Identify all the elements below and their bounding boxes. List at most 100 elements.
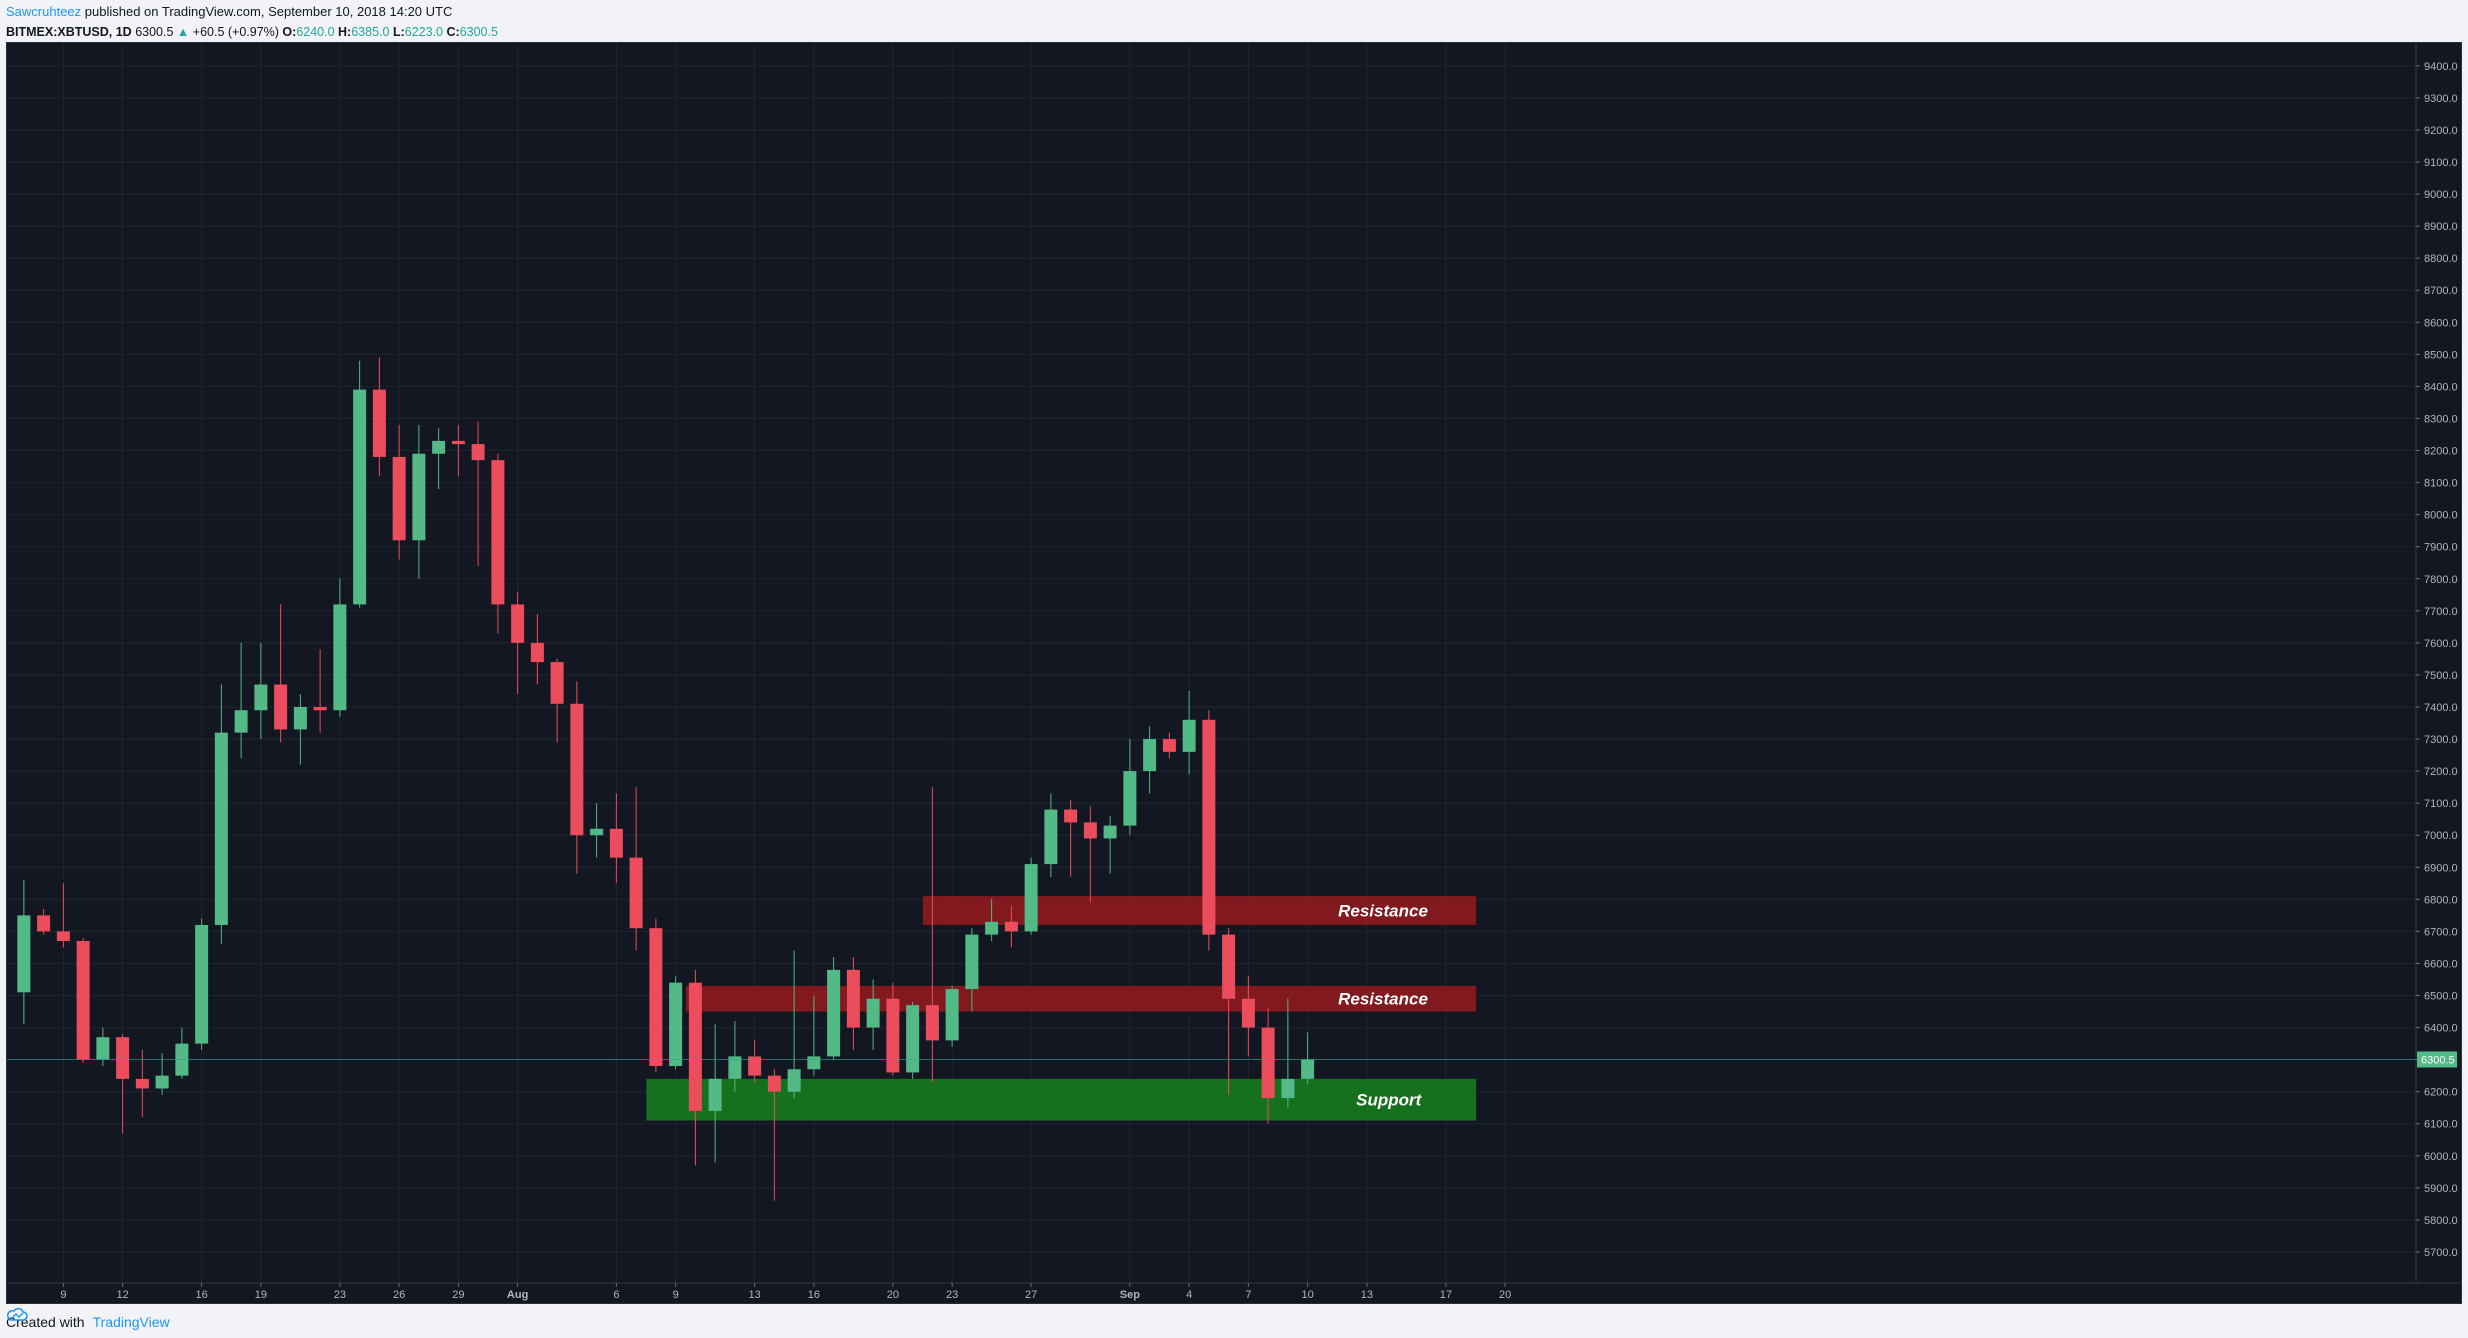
candle-body[interactable] <box>96 1037 110 1060</box>
time-tick-label: 29 <box>452 1289 464 1301</box>
candle-body[interactable] <box>155 1075 169 1089</box>
candle-body[interactable] <box>37 915 51 932</box>
candle-body[interactable] <box>1182 719 1196 752</box>
candle-body[interactable] <box>412 453 426 541</box>
candle-body[interactable] <box>669 982 683 1067</box>
candle-body[interactable] <box>353 389 367 605</box>
candle-body[interactable] <box>1143 739 1157 772</box>
time-tick-label: 23 <box>334 1289 346 1301</box>
price-tick-label: 8300.0 <box>2424 413 2458 425</box>
price-tick-label: 8400.0 <box>2424 381 2458 393</box>
candle-body[interactable] <box>1222 934 1236 999</box>
time-tick-label: 10 <box>1302 1289 1314 1301</box>
high-label: H: <box>338 25 352 39</box>
candle-body[interactable] <box>392 456 406 541</box>
candle-body[interactable] <box>432 440 446 454</box>
candle-body[interactable] <box>609 828 623 858</box>
price-tick-label: 5800.0 <box>2424 1215 2458 1227</box>
price-tick-label: 8900.0 <box>2424 221 2458 233</box>
close-label: C: <box>446 25 460 39</box>
candle-body[interactable] <box>56 931 70 942</box>
tradingview-link[interactable]: TradingView <box>7 1308 170 1336</box>
candle-body[interactable] <box>1044 809 1058 865</box>
candle-body[interactable] <box>372 389 386 457</box>
chart-panel[interactable]: Resistance Resistance Support 5700.0 5800.0 5… <box>6 42 2462 1304</box>
candle-body[interactable] <box>254 684 268 711</box>
candle-body[interactable] <box>550 662 564 704</box>
candle-body[interactable] <box>1281 1078 1295 1099</box>
price-tick-label: 7800.0 <box>2424 574 2458 586</box>
candle-body[interactable] <box>846 969 860 1028</box>
price-axis[interactable] <box>2416 43 2461 1283</box>
symbol-label: BITMEX:XBTUSD, 1D <box>6 25 132 39</box>
candle-body[interactable] <box>767 1075 781 1092</box>
price-tick-label: 7300.0 <box>2424 734 2458 746</box>
candle-body[interactable] <box>135 1078 149 1089</box>
candle-body[interactable] <box>1004 921 1018 932</box>
candle-body[interactable] <box>530 642 544 663</box>
candle-body[interactable] <box>570 703 584 836</box>
candle-body[interactable] <box>886 998 900 1073</box>
time-tick-label: 23 <box>946 1289 958 1301</box>
candle-body[interactable] <box>313 706 327 711</box>
candlestick-chart[interactable]: Resistance Resistance Support 5700.0 5800.0 5… <box>7 43 2461 1303</box>
candle-body[interactable] <box>1083 822 1097 839</box>
candle-body[interactable] <box>1261 1027 1275 1099</box>
candle-body[interactable] <box>491 460 505 605</box>
publish-line: Sawcruhteez published on TradingView.com… <box>6 2 498 22</box>
candle-body[interactable] <box>748 1056 762 1076</box>
candle-body[interactable] <box>807 1056 821 1070</box>
candle-body[interactable] <box>925 1005 939 1041</box>
time-tick-label: 13 <box>1361 1289 1373 1301</box>
price-tick-label: 7400.0 <box>2424 702 2458 714</box>
candle-body[interactable] <box>708 1078 722 1111</box>
candle-body[interactable] <box>1301 1059 1315 1079</box>
candle-body[interactable] <box>590 828 604 836</box>
candle-body[interactable] <box>214 732 228 925</box>
candle-body[interactable] <box>906 1005 920 1073</box>
candle-body[interactable] <box>1162 739 1176 752</box>
candle-body[interactable] <box>1241 998 1255 1028</box>
price-tick-label: 9400.0 <box>2424 61 2458 73</box>
candle-body[interactable] <box>1024 864 1038 932</box>
price-tick-label: 6700.0 <box>2424 926 2458 938</box>
candle-body[interactable] <box>985 921 999 935</box>
candle-body[interactable] <box>76 941 90 1060</box>
candle-body[interactable] <box>1123 771 1137 826</box>
candle-body[interactable] <box>629 857 643 929</box>
candle-body[interactable] <box>866 998 880 1028</box>
price-tick-label: 7500.0 <box>2424 670 2458 682</box>
candle-body[interactable] <box>116 1037 130 1079</box>
price-tick-label: 8800.0 <box>2424 253 2458 265</box>
candle-body[interactable] <box>965 934 979 990</box>
candle-body[interactable] <box>1064 809 1078 823</box>
candle-body[interactable] <box>787 1069 801 1092</box>
author-link[interactable]: Sawcruhteez <box>6 4 82 19</box>
candle-body[interactable] <box>511 604 525 643</box>
candle-body[interactable] <box>649 928 663 1067</box>
candle-body[interactable] <box>1202 719 1216 935</box>
candle-body[interactable] <box>945 989 959 1041</box>
candle-body[interactable] <box>827 969 841 1057</box>
resistance-zone-label: Resistance <box>1338 902 1428 921</box>
resistance-zone[interactable] <box>922 896 1477 925</box>
candle-body[interactable] <box>728 1056 742 1079</box>
candle-body[interactable] <box>471 444 485 461</box>
candle-body[interactable] <box>293 706 307 730</box>
time-tick-label: 19 <box>255 1289 267 1301</box>
candle-body[interactable] <box>688 982 702 1111</box>
price-tick-label: 8500.0 <box>2424 349 2458 361</box>
support-zone[interactable] <box>646 1078 1477 1121</box>
price-tick-label: 7000.0 <box>2424 830 2458 842</box>
candle-body[interactable] <box>195 924 209 1044</box>
candle-body[interactable] <box>333 604 347 711</box>
time-tick-label: 27 <box>1025 1289 1037 1301</box>
candle-body[interactable] <box>234 710 248 733</box>
resistance-zone[interactable] <box>685 985 1477 1012</box>
candle-body[interactable] <box>274 684 288 730</box>
price-tick-label: 6400.0 <box>2424 1023 2458 1035</box>
time-tick-label: 4 <box>1186 1289 1192 1301</box>
candle-body[interactable] <box>1103 825 1117 839</box>
candle-body[interactable] <box>451 440 465 445</box>
candle-body[interactable] <box>17 915 31 993</box>
